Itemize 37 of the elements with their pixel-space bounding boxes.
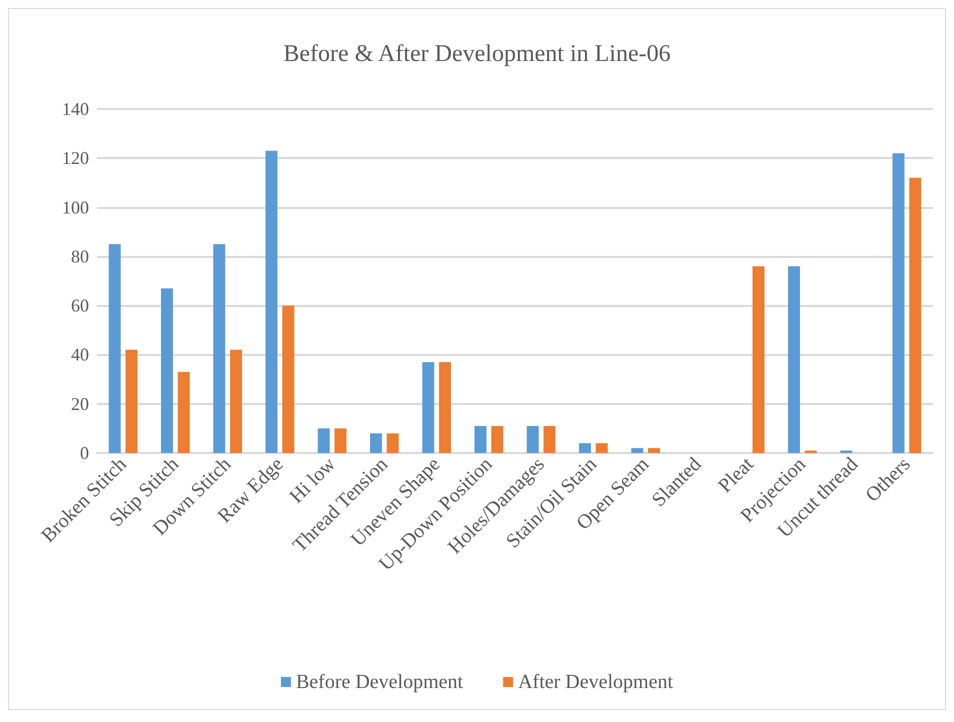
bar <box>334 428 346 453</box>
y-tick-label: 80 <box>71 246 89 266</box>
bar <box>108 244 121 453</box>
bar <box>596 443 608 453</box>
bar <box>318 428 330 453</box>
bar <box>752 266 764 453</box>
chart-title: Before & After Development in Line-06 <box>283 41 671 67</box>
bar <box>266 150 278 453</box>
bar <box>422 362 434 453</box>
bar <box>631 448 644 453</box>
bar <box>213 244 226 453</box>
bar <box>909 178 922 453</box>
bar <box>178 372 190 453</box>
legend-label: Before Development <box>296 671 464 693</box>
bar <box>788 266 800 453</box>
bar <box>126 350 138 453</box>
bar <box>230 350 242 453</box>
bar <box>439 362 451 453</box>
y-tick-label: 60 <box>71 296 89 316</box>
y-tick-label: 140 <box>62 99 89 119</box>
bar <box>526 426 539 453</box>
bar <box>474 426 486 453</box>
bar <box>282 306 294 453</box>
bar <box>161 288 173 453</box>
y-tick-label: 40 <box>71 344 89 365</box>
bar <box>544 426 556 453</box>
bar <box>579 443 591 453</box>
y-tick-label: 120 <box>62 148 89 168</box>
bar <box>648 448 660 453</box>
bar <box>892 153 904 453</box>
legend-label: After Development <box>518 671 674 693</box>
bar <box>386 433 399 453</box>
bar <box>370 433 382 453</box>
bar <box>491 426 504 453</box>
y-tick-label: 20 <box>71 394 89 414</box>
y-tick-label: 100 <box>62 197 89 218</box>
y-tick-label: 0 <box>80 443 89 463</box>
